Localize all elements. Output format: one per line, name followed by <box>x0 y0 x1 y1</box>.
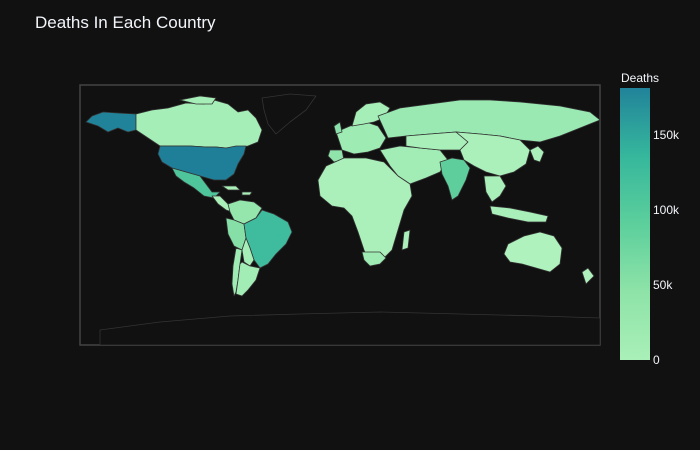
colorbar <box>620 88 650 360</box>
chart-title: Deaths In Each Country <box>35 13 216 32</box>
region-japan <box>529 145 545 163</box>
country-uk[interactable] <box>333 121 343 135</box>
colorbar-title: Deaths <box>621 71 660 85</box>
colorbar-tick-label: 150k <box>653 127 680 142</box>
colorbar-tick-label: 0 <box>653 353 660 367</box>
island-arctic <box>179 95 217 105</box>
island-madagascar <box>401 229 411 251</box>
country-bolivia <box>241 237 255 267</box>
country-alaska[interactable] <box>85 111 137 133</box>
island-greenland <box>261 93 317 135</box>
region-southeast-asia <box>483 175 507 203</box>
region-caribbean <box>221 185 253 196</box>
colorbar-tick-label: 100k <box>653 202 680 217</box>
country-india[interactable] <box>439 157 471 201</box>
colorbar-tick-label: 50k <box>653 277 673 292</box>
country-australia[interactable] <box>503 231 563 273</box>
country-mexico[interactable] <box>171 167 221 199</box>
country-south-africa[interactable] <box>361 251 387 267</box>
region-africa <box>317 157 413 265</box>
country-argentina[interactable] <box>235 261 261 297</box>
region-scandinavia <box>351 101 391 127</box>
region-antarctica <box>99 311 600 345</box>
island-new-zealand <box>581 267 595 285</box>
region-indonesia <box>489 205 549 223</box>
country-china[interactable] <box>455 131 531 177</box>
